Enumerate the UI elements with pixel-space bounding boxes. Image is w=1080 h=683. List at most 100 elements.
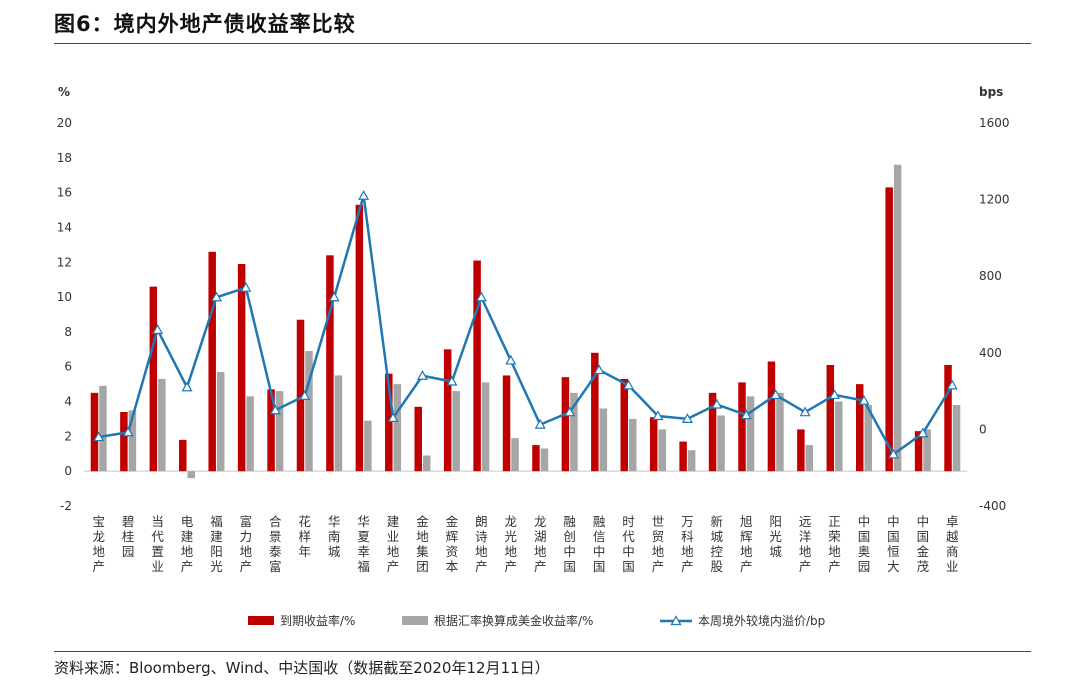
ytm-bar: [649, 417, 658, 472]
usd-yield-bar: [452, 391, 460, 472]
category-label: 合景泰富: [269, 514, 282, 574]
ytm-bar: [90, 392, 99, 472]
ytm-bar: [561, 377, 570, 472]
usd-yield-bar: [540, 448, 549, 472]
ytm-bar: [473, 260, 481, 472]
left-tick-label: 0: [64, 464, 72, 478]
usd-yield-bar: [275, 391, 284, 472]
premium-marker: [829, 389, 841, 400]
category-label: 中国金茂: [917, 514, 930, 574]
category-label: 中国恒大: [887, 514, 900, 574]
premium-marker: [93, 431, 105, 442]
premium-marker: [770, 389, 782, 400]
premium-marker: [240, 281, 252, 292]
category-label: 时代中国: [622, 514, 635, 574]
premium-marker: [475, 291, 487, 302]
usd-yield-bar: [364, 420, 372, 472]
premium-marker: [505, 354, 517, 365]
premium-marker: [858, 394, 870, 405]
category-label: 新城控股: [711, 514, 724, 574]
ytm-bar: [149, 286, 158, 472]
category-label: 福建阳光: [210, 514, 223, 574]
ytm-bar: [414, 406, 422, 472]
left-axis-unit: %: [58, 85, 70, 99]
premium-marker: [328, 291, 340, 302]
category-label: 龙光地产: [505, 514, 518, 574]
left-tick-label: 4: [64, 395, 72, 409]
premium-marker: [416, 370, 429, 380]
ytm-bar: [679, 441, 687, 472]
left-tick-label: 8: [64, 325, 72, 339]
category-label: 金地集团: [416, 514, 429, 574]
ytm-bar: [208, 251, 216, 472]
premium-marker: [711, 398, 723, 409]
usd-yield-bar: [422, 455, 431, 472]
usd-yield-bar: [481, 382, 490, 472]
usd-yield-bar: [99, 385, 107, 472]
right-tick-label: 800: [979, 269, 1002, 283]
legend-premium-label: 本周境外较境内溢价/bp: [698, 613, 825, 628]
usd-yield-bar: [570, 392, 578, 472]
left-tick-label: -2: [60, 499, 72, 513]
ytm-bar: [532, 445, 540, 472]
usd-yield-bar: [511, 438, 519, 472]
legend-usd-swatch: [402, 616, 428, 625]
ytm-bar: [944, 364, 952, 472]
ytm-bar: [885, 187, 893, 472]
premium-marker: [946, 379, 958, 390]
left-tick-label: 20: [57, 116, 72, 130]
ytm-bar: [179, 439, 187, 472]
usd-yield-bar: [923, 429, 931, 472]
premium-marker: [917, 427, 929, 438]
legend-ytm-swatch: [248, 616, 274, 625]
premium-line-series: [93, 190, 958, 459]
left-axis: -2 0 2 4 6 8 10 12 14 16 18 20: [57, 116, 72, 513]
legend-premium-marker: [670, 615, 682, 626]
category-label: 万科地产: [681, 514, 694, 574]
premium-marker: [887, 448, 899, 459]
category-label: 远洋地产: [799, 514, 812, 574]
premium-marker: [358, 190, 370, 200]
category-label: 华南城: [328, 514, 341, 559]
category-labels: 宝龙地产 碧桂园 当代置业 电建地产 福建阳光 富力地产 合景泰富 花样年 华南城 华夏幸福 建业地…: [92, 514, 959, 574]
ytm-bar: [591, 352, 599, 472]
premium-marker: [299, 390, 311, 400]
usd-yield-bar: [717, 415, 725, 472]
premium-marker: [740, 409, 752, 420]
usd-yield-bar: [776, 392, 784, 472]
ytm-bar: [502, 375, 511, 472]
left-tick-label: 2: [64, 429, 72, 443]
legend-usd-label: 根据汇率换算成美金收益率/%: [434, 613, 593, 628]
premium-marker: [681, 413, 693, 423]
ytm-bar: [738, 382, 746, 472]
premium-marker: [152, 324, 164, 334]
category-label: 融信中国: [593, 514, 606, 574]
usd-yield-bar: [687, 450, 696, 472]
usd-yield-bar: [393, 384, 402, 472]
premium-marker: [181, 381, 193, 392]
ytm-bar: [443, 349, 452, 472]
category-label: 金辉资本: [446, 514, 459, 574]
ytm-bar: [855, 384, 864, 472]
right-axis-unit: bps: [979, 85, 1003, 99]
ytm-bar: [385, 373, 393, 472]
legend: 到期收益率/% 根据汇率换算成美金收益率/% 本周境外较境内溢价/bp: [248, 613, 825, 628]
premium-marker: [652, 410, 664, 421]
category-label: 旭辉地产: [740, 514, 753, 574]
usd-yield-bar: [864, 405, 872, 472]
premium-marker: [446, 375, 458, 386]
bar-series: [90, 164, 961, 479]
usd-yield-bar: [952, 405, 961, 472]
category-label: 宝龙地产: [92, 514, 105, 574]
category-label: 电建地产: [181, 514, 194, 574]
left-tick-label: 18: [57, 151, 72, 165]
right-tick-label: 1200: [979, 193, 1010, 207]
right-tick-label: 1600: [979, 116, 1010, 130]
premium-marker: [564, 406, 576, 417]
category-label: 龙湖地产: [534, 514, 547, 574]
category-label: 正荣地产: [828, 514, 841, 574]
category-label: 世贸地产: [652, 514, 665, 574]
left-tick-label: 10: [57, 290, 72, 304]
legend-ytm-label: 到期收益率/%: [280, 613, 355, 628]
premium-marker: [799, 406, 811, 417]
